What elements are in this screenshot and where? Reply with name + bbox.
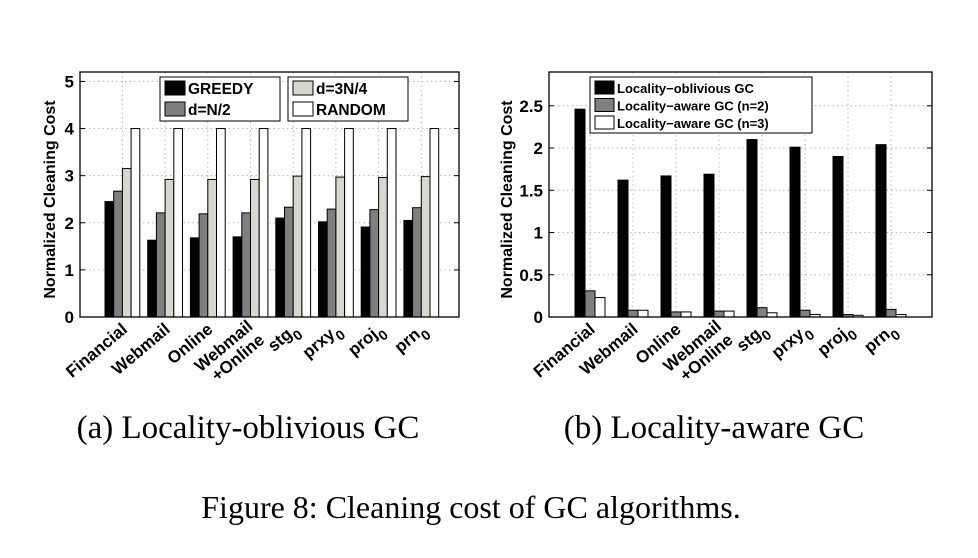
legend-swatch — [594, 98, 615, 112]
bar-6-1 — [318, 221, 328, 318]
bar-3-2 — [670, 311, 682, 318]
bar-5-2 — [284, 206, 294, 318]
bar-2-3 — [637, 309, 649, 318]
legend-label: RANDOM — [316, 102, 386, 119]
bar-7-2 — [369, 209, 380, 318]
bar-1-1 — [574, 108, 586, 318]
bar-6-3 — [335, 176, 346, 318]
x-tick-label: proj0 — [344, 319, 391, 364]
bar-5-4 — [301, 128, 312, 318]
bar-4-4 — [258, 128, 269, 318]
y-tick-label: 3 — [65, 167, 74, 186]
x-tick-label: prxy0 — [768, 319, 818, 366]
legend-label: Locality−aware GC (n=2) — [617, 99, 769, 114]
legend-label: d=N/2 — [188, 102, 231, 119]
y-tick-label: 0.5 — [519, 266, 543, 285]
bar-7-4 — [386, 128, 397, 318]
y-tick-label: 4 — [65, 120, 75, 139]
legend-label: GREEDY — [188, 81, 254, 98]
bar-8-2 — [885, 308, 897, 318]
chart-b: 00.511.522.5FinancialWebmailOnlineWebmai… — [499, 71, 933, 385]
y-tick-label: 0 — [534, 308, 543, 327]
bar-2-1 — [617, 179, 629, 318]
bar-1-2 — [584, 290, 596, 318]
x-tick-label: prn0 — [860, 319, 903, 361]
bar-4-1 — [232, 236, 243, 318]
bar-3-1 — [660, 175, 672, 318]
legend-label: d=3N/4 — [316, 81, 368, 98]
bar-8-3 — [420, 176, 431, 318]
y-tick-label: 1.5 — [519, 181, 543, 200]
bar-4-3 — [723, 310, 735, 318]
y-tick-label: 1 — [534, 224, 543, 243]
bar-1-3 — [594, 297, 606, 318]
bar-5-3 — [292, 175, 303, 318]
y-tick-label: 1 — [65, 261, 74, 280]
legend-swatch — [292, 80, 314, 96]
y-axis-label: Normalized Cleaning Cost — [499, 100, 516, 299]
bar-4-2 — [713, 310, 725, 318]
x-tick-label: prxy0 — [299, 319, 349, 366]
chart-a: 012345FinancialWebmailOnlineWebmail+Onli… — [42, 71, 460, 385]
y-tick-label: 2 — [534, 139, 543, 158]
x-tick-label: stg0 — [264, 319, 306, 360]
caption-b: (b) Locality-aware GC — [564, 410, 865, 446]
bar-6-2 — [326, 208, 337, 318]
figure-caption: Figure 8: Cleaning cost of GC algorithms… — [201, 489, 741, 525]
y-tick-label: 5 — [65, 72, 74, 91]
plot-frame — [548, 71, 933, 318]
y-tick-label: 2 — [65, 214, 74, 233]
bar-8-2 — [412, 207, 422, 318]
legend-swatch — [164, 80, 186, 96]
bar-2-3 — [164, 178, 175, 318]
x-tick-label: stg0 — [733, 319, 775, 360]
legend-swatch — [594, 115, 615, 130]
y-axis-label: Normalized Cleaning Cost — [42, 100, 59, 299]
bar-2-1 — [147, 239, 157, 318]
bar-3-4 — [216, 128, 226, 318]
bar-3-3 — [207, 178, 218, 318]
bar-5-2 — [756, 307, 768, 318]
caption-a: (a) Locality-oblivious GC — [77, 410, 420, 446]
bar-7-3 — [378, 177, 388, 318]
y-tick-label: 0 — [65, 308, 74, 327]
legend-box — [589, 76, 813, 134]
bar-3-1 — [189, 237, 200, 318]
legend-label: Locality−oblivious GC — [617, 81, 754, 96]
bar-1-2 — [113, 190, 123, 318]
legend-swatch — [292, 101, 314, 117]
bar-5-1 — [746, 139, 758, 318]
bar-4-2 — [241, 212, 252, 318]
bar-3-2 — [198, 213, 209, 318]
bar-4-3 — [250, 178, 260, 318]
bar-8-4 — [429, 128, 440, 318]
bar-6-2 — [799, 309, 811, 318]
bar-7-1 — [832, 155, 844, 318]
x-tick-label: prn0 — [391, 319, 434, 361]
bar-2-4 — [173, 128, 184, 318]
bar-4-1 — [703, 173, 715, 318]
bar-2-2 — [627, 309, 639, 318]
legend-swatch — [164, 101, 186, 117]
x-tick-label: proj0 — [814, 319, 861, 364]
bar-6-1 — [789, 146, 801, 318]
bar-3-3 — [680, 311, 692, 318]
bar-5-1 — [275, 217, 285, 318]
legend-label: Locality−aware GC (n=3) — [617, 116, 769, 131]
bar-8-1 — [875, 144, 887, 318]
legend-swatch — [594, 80, 615, 95]
bar-6-4 — [344, 128, 354, 318]
bar-2-2 — [155, 212, 166, 318]
bar-1-1 — [104, 201, 115, 318]
bar-8-1 — [403, 219, 414, 318]
bar-1-4 — [130, 128, 141, 318]
y-tick-label: 2.5 — [519, 97, 543, 116]
bar-7-1 — [360, 226, 371, 318]
plot-frame — [79, 71, 460, 318]
bar-1-3 — [121, 168, 132, 318]
